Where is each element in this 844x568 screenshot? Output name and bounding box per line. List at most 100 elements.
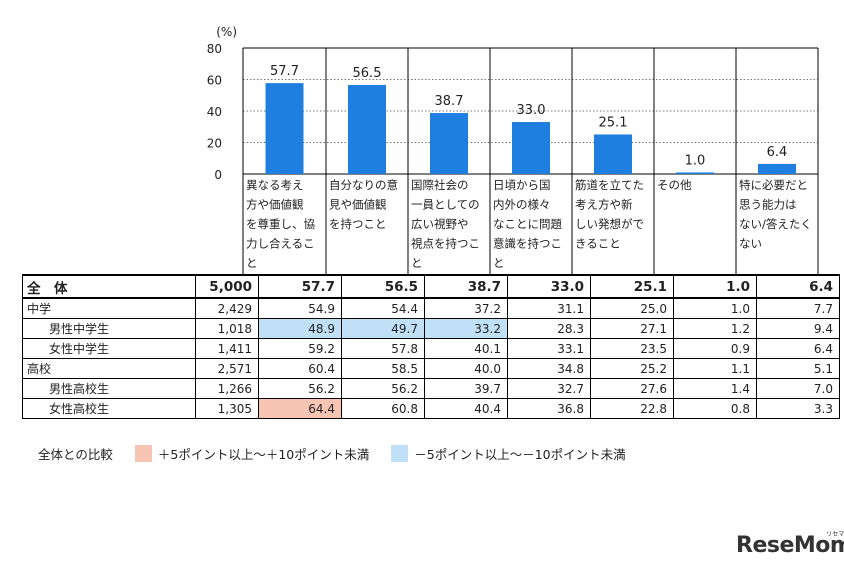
table-cell: 40.4 bbox=[424, 398, 508, 419]
table-row: 男性高校生 1,266 56.2 56.2 39.7 32.7 27.6 1.4 7.0 bbox=[22, 378, 840, 399]
category-label-4: 内外の様々 bbox=[493, 198, 551, 212]
table-cell: 38.7 bbox=[424, 274, 508, 299]
table-cell: 1.2 bbox=[673, 318, 757, 339]
category-label-4: と bbox=[493, 256, 505, 270]
bar-6 bbox=[676, 172, 714, 174]
table-cell: 48.9 bbox=[258, 318, 342, 339]
category-label-3: と bbox=[411, 256, 423, 270]
legend-neg-swatch bbox=[391, 445, 409, 462]
logo-text: ReseMom bbox=[736, 533, 844, 558]
category-label-1: を尊重し、協 bbox=[246, 217, 315, 231]
category-label-4: 日頃から国 bbox=[493, 178, 551, 192]
bar-2 bbox=[348, 85, 386, 174]
legend: 全体との比較 ＋5ポイント以上～＋10ポイント未満 －5ポイント以上～－10ポイ… bbox=[38, 444, 626, 463]
table-cell: 33.0 bbox=[507, 274, 591, 299]
category-label-1: 力し合えるこ bbox=[246, 237, 315, 251]
bar-7 bbox=[758, 163, 796, 174]
bar-1 bbox=[265, 83, 304, 174]
category-label-2: を持つこと bbox=[329, 217, 387, 231]
table-cell: 36.8 bbox=[507, 398, 591, 419]
legend-neg-label: －5ポイント以上～－10ポイント未満 bbox=[414, 447, 626, 462]
row-label: 女性高校生 bbox=[22, 398, 196, 419]
table-cell: 7.7 bbox=[756, 297, 840, 319]
data-label-1: 57.7 bbox=[270, 64, 299, 79]
row-label: 高校 bbox=[22, 358, 196, 379]
table-cell: 56.2 bbox=[258, 378, 342, 399]
legend-title: 全体との比較 bbox=[38, 447, 113, 462]
data-label-5: 25.1 bbox=[599, 115, 628, 130]
table-cell: 34.8 bbox=[507, 358, 591, 379]
category-label-5: 筋道を立てた bbox=[575, 178, 644, 192]
y-tick-label: 0 bbox=[214, 168, 222, 182]
table-cell: 59.2 bbox=[258, 338, 342, 359]
category-label-1: 異なる考え bbox=[246, 178, 304, 192]
sample-size: 1,411 bbox=[195, 338, 259, 359]
table-cell: 1.0 bbox=[673, 297, 757, 319]
table-cell: 7.0 bbox=[756, 378, 840, 399]
table-row: 高校 2,571 60.4 58.5 40.0 34.8 25.2 1.1 5.1 bbox=[22, 358, 840, 379]
row-label: 中学 bbox=[22, 297, 196, 319]
y-tick-label: 40 bbox=[207, 105, 222, 119]
table-row: 女性高校生 1,305 64.4 60.8 40.4 36.8 22.8 0.8 3.3 bbox=[22, 398, 840, 419]
table-cell: 49.7 bbox=[341, 318, 425, 339]
table-cell: 6.4 bbox=[756, 274, 840, 299]
table-row: 男性中学生 1,018 48.9 49.7 33.2 28.3 27.1 1.2 9.4 bbox=[22, 318, 840, 339]
category-label-1: 方や価値観 bbox=[246, 198, 304, 212]
data-label-7: 6.4 bbox=[767, 145, 788, 160]
category-label-7: 思う能力は bbox=[739, 198, 797, 212]
data-label-3: 38.7 bbox=[435, 94, 464, 109]
table-cell: 40.1 bbox=[424, 338, 508, 359]
category-label-5: 考え方や新 bbox=[575, 198, 633, 212]
category-label-4: なことに問題 bbox=[493, 217, 562, 231]
table-cell: 60.8 bbox=[341, 398, 425, 419]
row-label: 男性中学生 bbox=[22, 318, 196, 339]
table-cell: 31.1 bbox=[507, 297, 591, 319]
category-label-5: しい発想がで bbox=[575, 217, 644, 231]
sample-size: 2,571 bbox=[195, 358, 259, 379]
table-cell: 32.7 bbox=[507, 378, 591, 399]
y-unit-label: (%) bbox=[216, 25, 237, 39]
table-cell: 57.8 bbox=[341, 338, 425, 359]
table-cell: 1.0 bbox=[673, 274, 757, 299]
table-cell: 56.2 bbox=[341, 378, 425, 399]
category-label-3: 国際社会の bbox=[411, 178, 469, 192]
table-cell: 9.4 bbox=[756, 318, 840, 339]
bar-4 bbox=[512, 122, 550, 174]
table-cell: 25.2 bbox=[590, 358, 674, 379]
results-table: 全 体 5,000 57.7 56.5 38.7 33.0 25.1 1.0 6.4 中学 2,42… bbox=[22, 274, 840, 419]
table-cell: 5.1 bbox=[756, 358, 840, 379]
category-label-7: ない bbox=[739, 237, 762, 251]
table-cell: 28.3 bbox=[507, 318, 591, 339]
sample-size: 2,429 bbox=[195, 297, 259, 319]
category-label-3: 視点を持つこ bbox=[411, 237, 480, 251]
row-label: 女性中学生 bbox=[22, 338, 196, 359]
table-cell: 64.4 bbox=[258, 398, 342, 419]
table-row: 全 体 5,000 57.7 56.5 38.7 33.0 25.1 1.0 6.4 bbox=[22, 274, 840, 299]
data-label-4: 33.0 bbox=[517, 103, 546, 118]
table-cell: 60.4 bbox=[258, 358, 342, 379]
legend-pos-label: ＋5ポイント以上～＋10ポイント未満 bbox=[157, 447, 370, 462]
table-row: 中学 2,429 54.9 54.4 37.2 31.1 25.0 1.0 7.7 bbox=[22, 297, 840, 319]
table-cell: 25.0 bbox=[590, 297, 674, 319]
data-label-2: 56.5 bbox=[353, 66, 382, 81]
table-cell: 3.3 bbox=[756, 398, 840, 419]
table-cell: 37.2 bbox=[424, 297, 508, 319]
table-cell: 57.7 bbox=[258, 274, 342, 299]
resemom-logo: ReseMom リセマム bbox=[736, 531, 844, 558]
table-cell: 23.5 bbox=[590, 338, 674, 359]
sample-size: 5,000 bbox=[195, 274, 259, 299]
table-cell: 58.5 bbox=[341, 358, 425, 379]
y-tick-label: 80 bbox=[207, 42, 222, 56]
table-cell: 39.7 bbox=[424, 378, 508, 399]
table-cell: 1.1 bbox=[673, 358, 757, 379]
category-label-7: ない/答えたく bbox=[739, 217, 812, 231]
table-cell: 0.8 bbox=[673, 398, 757, 419]
bar-5 bbox=[594, 134, 632, 174]
bar-3 bbox=[430, 113, 468, 174]
table-cell: 27.1 bbox=[590, 318, 674, 339]
sample-size: 1,305 bbox=[195, 398, 259, 419]
table-cell: 25.1 bbox=[590, 274, 674, 299]
table-cell: 1.4 bbox=[673, 378, 757, 399]
category-label-3: 広い視野や bbox=[411, 217, 469, 231]
